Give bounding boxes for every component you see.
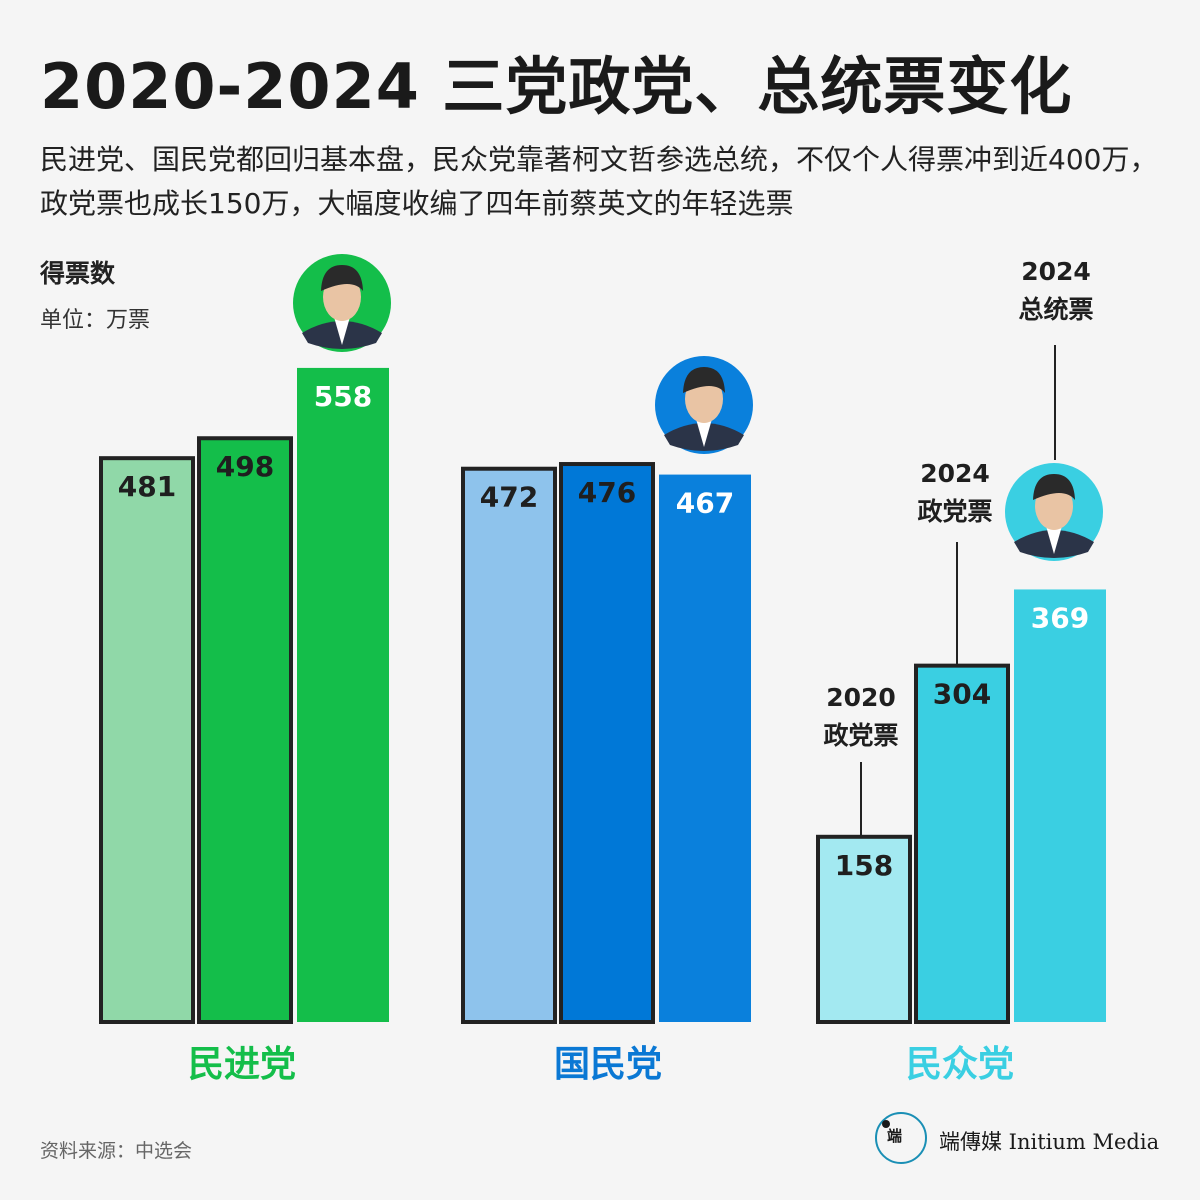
category-label: 国民党 <box>554 1044 662 1085</box>
bar-value-label: 304 <box>933 678 991 711</box>
chart-bar <box>914 663 1010 1024</box>
annotation-label: 政党票 <box>823 721 898 750</box>
brand-logo-glyph: 端 <box>887 1127 902 1145</box>
person-portrait-icon <box>1005 463 1103 561</box>
person-portrait-icon <box>655 356 753 454</box>
person-portrait-icon-part <box>334 317 350 345</box>
bar-value-label: 158 <box>835 849 893 882</box>
bar-value-label: 476 <box>578 476 636 509</box>
person-portrait-icon-part <box>683 367 725 393</box>
person-portrait-icon-part <box>321 265 363 291</box>
source-note: 资料来源：中选会 <box>40 1140 193 1162</box>
unit-label: 单位：万票 <box>40 308 151 333</box>
chart-bar <box>197 436 293 1024</box>
annotation-year: 2024 <box>920 459 990 488</box>
chart-bar <box>461 466 557 1024</box>
annotation-year: 2024 <box>1021 257 1091 286</box>
y-axis-label: 得票数 <box>40 259 116 288</box>
brand: 端 端傳媒 Initium Media <box>875 1112 1175 1170</box>
person-portrait-icon-part <box>1046 526 1062 554</box>
category-label: 民众党 <box>906 1044 1014 1085</box>
chart-bar <box>816 834 912 1025</box>
bar-value-label: 472 <box>480 481 538 514</box>
person-portrait-icon <box>293 254 391 352</box>
chart-bar <box>297 367 389 1022</box>
brand-name: 端傳媒 Initium Media <box>939 1130 1160 1154</box>
person-portrait-icon-part <box>696 419 712 447</box>
category-label: 民进党 <box>188 1044 296 1085</box>
bar-value-label: 498 <box>216 450 274 483</box>
brand-logo-dot <box>882 1120 890 1128</box>
person-portrait-icon-part <box>1033 474 1075 500</box>
bar-value-label: 558 <box>314 380 372 413</box>
annotation-label: 政党票 <box>917 497 992 526</box>
brand-logo-icon: 端 <box>875 1112 927 1164</box>
annotation-year: 2020 <box>826 683 896 712</box>
page-subtitle: 民进党、国民党都回归基本盘，民众党靠著柯文哲参选总统，不仅个人得票冲到近400万… <box>40 143 1158 220</box>
chart-bar <box>659 474 751 1022</box>
bar-value-label: 467 <box>676 487 734 520</box>
page-title: 2020-2024 三党政党、总统票变化 <box>40 50 1073 123</box>
chart-bar <box>1014 589 1106 1022</box>
bar-value-label: 369 <box>1031 601 1089 634</box>
chart-bar <box>99 456 195 1024</box>
chart-bar <box>559 462 655 1025</box>
bar-value-label: 481 <box>118 470 176 503</box>
annotation-label: 总统票 <box>1018 295 1093 324</box>
